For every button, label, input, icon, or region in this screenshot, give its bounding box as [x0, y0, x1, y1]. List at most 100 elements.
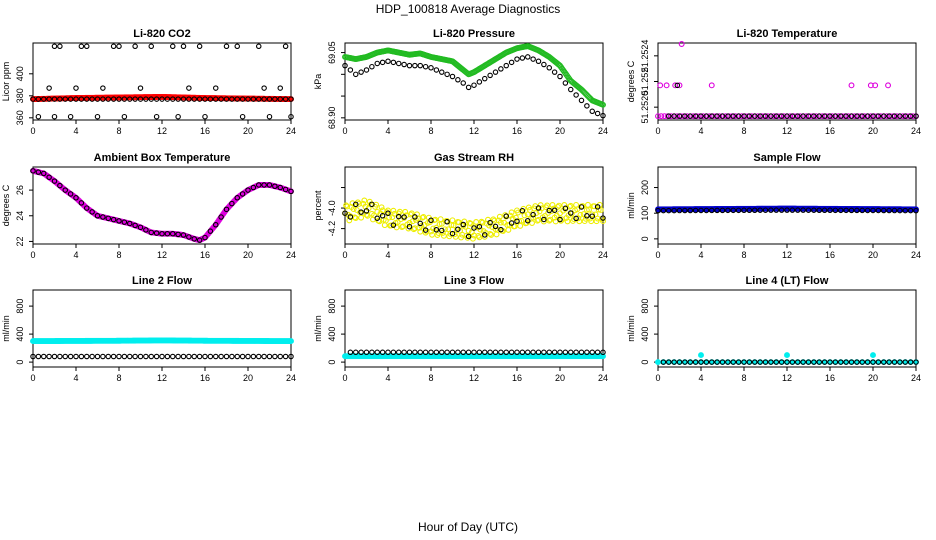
data-point	[703, 359, 710, 365]
x-tick-label: 24	[286, 250, 296, 260]
data-point	[105, 215, 112, 222]
data-point	[870, 359, 876, 365]
x-tick-label: 8	[428, 126, 433, 136]
data-point	[100, 96, 106, 102]
data-point	[116, 353, 122, 360]
data-point	[880, 207, 887, 214]
data-point	[517, 222, 524, 229]
data-point	[488, 231, 495, 238]
data-point	[698, 113, 704, 119]
data-point	[573, 215, 579, 222]
data-point	[787, 113, 794, 120]
data-point	[46, 353, 52, 360]
data-point	[907, 359, 914, 365]
x-tick-label: 0	[342, 126, 347, 136]
data-point	[218, 214, 224, 220]
data-point	[478, 218, 485, 225]
data-point	[352, 201, 359, 208]
data-point	[186, 85, 192, 91]
data-point	[110, 96, 117, 102]
data-point	[784, 113, 790, 119]
data-point	[110, 216, 117, 223]
x-tick-label: 20	[868, 373, 878, 383]
data-point	[105, 96, 112, 102]
data-point	[870, 207, 876, 214]
data-point	[751, 359, 758, 365]
data-point	[245, 187, 251, 193]
data-point	[676, 82, 683, 89]
data-point	[529, 220, 535, 226]
data-point	[600, 112, 606, 119]
data-point	[67, 191, 74, 197]
x-tick-label: 16	[512, 373, 522, 383]
data-point	[465, 84, 472, 91]
data-point	[657, 82, 664, 89]
y-tick-label: 26	[15, 185, 25, 195]
data-point	[62, 96, 68, 102]
x-tick-label: 0	[655, 126, 660, 136]
data-point	[282, 353, 289, 360]
data-point	[698, 359, 704, 365]
data-point	[508, 220, 515, 226]
data-point	[62, 353, 68, 360]
data-point	[40, 170, 47, 177]
data-point	[884, 113, 890, 120]
data-point	[660, 207, 667, 214]
data-point	[811, 113, 817, 119]
data-point	[487, 219, 493, 226]
y-tick-label: -4.2	[327, 221, 337, 237]
data-point	[62, 187, 68, 193]
data-point	[94, 113, 101, 120]
x-tick-label: 4	[698, 373, 703, 383]
data-point	[671, 113, 677, 119]
data-point	[746, 113, 753, 119]
y-tick-label: 200	[640, 180, 650, 195]
data-point	[811, 207, 817, 213]
data-point	[481, 232, 488, 238]
data-point	[374, 215, 380, 221]
data-point	[476, 349, 483, 356]
data-point	[266, 96, 273, 102]
data-point	[229, 96, 235, 102]
data-point	[508, 59, 515, 66]
y-axis-label: kPa	[313, 74, 323, 90]
data-point	[440, 232, 447, 239]
data-point	[805, 113, 812, 119]
data-point	[880, 113, 887, 119]
data-point	[676, 207, 683, 214]
data-point	[422, 349, 429, 356]
data-point	[73, 85, 79, 91]
data-point	[422, 63, 429, 70]
data-point	[530, 211, 536, 218]
y-tick-label: 800	[327, 299, 337, 314]
data-point	[213, 85, 219, 91]
data-point	[655, 359, 661, 366]
data-point	[722, 113, 729, 120]
data-point	[406, 223, 413, 230]
data-point	[410, 226, 417, 233]
data-point	[530, 214, 537, 221]
data-point	[492, 349, 499, 356]
data-point	[789, 359, 796, 365]
x-tick-label: 20	[243, 126, 253, 136]
data-point	[164, 353, 171, 360]
data-point	[503, 349, 509, 356]
data-point	[394, 219, 401, 226]
data-point	[891, 207, 898, 214]
data-point	[418, 222, 425, 229]
y-tick-label: 400	[15, 66, 25, 81]
data-point	[805, 359, 812, 365]
data-point	[234, 96, 241, 102]
y-tick-label: 400	[15, 327, 25, 342]
y-axis-label: degrees C	[626, 60, 636, 102]
x-tick-label: 24	[598, 373, 608, 383]
data-series	[347, 349, 606, 356]
data-point	[272, 96, 278, 102]
panel-title: Li-820 CO2	[133, 28, 190, 40]
data-point	[514, 218, 520, 225]
data-point	[562, 205, 569, 212]
data-point	[735, 207, 742, 214]
data-point	[196, 237, 203, 243]
data-point	[471, 225, 477, 231]
chart-panel: Line 4 (LT) Flow ml/min 0 4 8 12 16 20 24 0 400 800	[626, 275, 921, 383]
